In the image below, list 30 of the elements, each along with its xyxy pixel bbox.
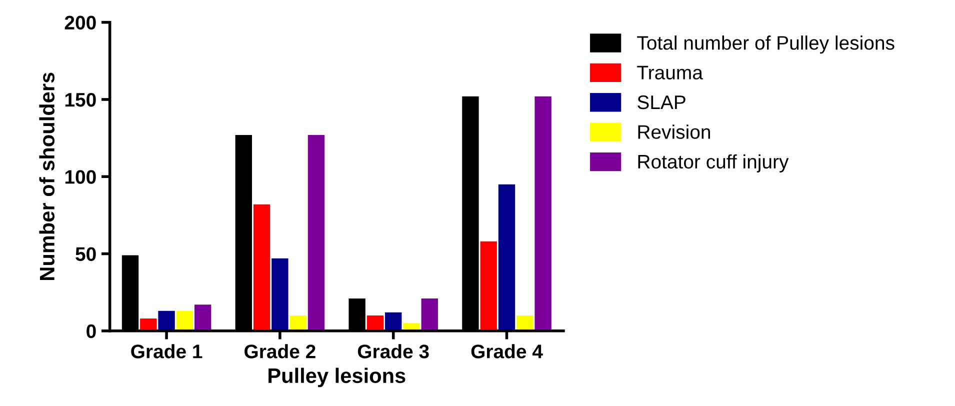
y-tick-label: 150 [65, 92, 96, 107]
bar [366, 315, 384, 331]
legend-label: Trauma [637, 66, 703, 80]
bar [176, 310, 194, 331]
legend-label: Revision [638, 124, 710, 139]
x-axis-title: Pulley lesions [268, 368, 406, 388]
x-tick-label: Grade 3 [358, 344, 429, 358]
legend-label: SLAP [638, 95, 686, 110]
bar [534, 96, 552, 331]
bar [272, 258, 288, 331]
bar [516, 315, 534, 331]
bar [498, 184, 516, 331]
bar [194, 304, 212, 331]
x-tick-label: Grade 2 [244, 344, 316, 358]
bar [158, 310, 175, 331]
y-tick-label: 100 [65, 170, 96, 184]
bar [253, 204, 270, 331]
y-tick-label: 50 [76, 247, 96, 261]
bar [308, 134, 325, 331]
y-tick-label: 0 [86, 324, 96, 338]
x-tick-label: Grade 1 [131, 344, 202, 358]
bar [421, 298, 438, 331]
bar [480, 241, 497, 331]
legend-label: Rotator cuff injury [638, 154, 789, 172]
bar [384, 312, 402, 331]
x-tick-label: Grade 4 [471, 344, 543, 358]
bar [290, 315, 306, 331]
y-tick-label: 200 [64, 16, 96, 30]
legend-label: Total number of Pulley lesions [637, 36, 894, 54]
y-axis-title: Number of shoulders [39, 72, 55, 280]
